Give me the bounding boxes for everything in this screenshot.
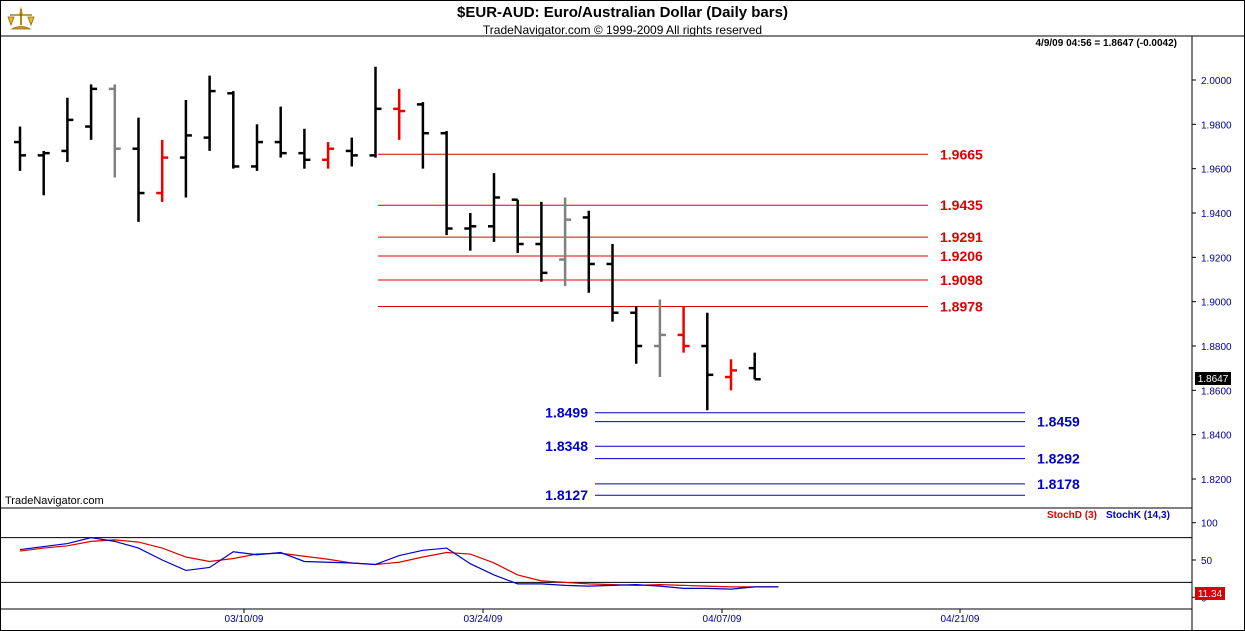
ohlc-bar: [345, 137, 358, 167]
stoch-value-tag: [1195, 587, 1225, 600]
support-label: 1.8292: [1037, 451, 1080, 467]
ohlc-bar: [677, 306, 690, 353]
stoch-series-line: [19, 539, 779, 588]
price-tick-label: 1.8400: [1201, 431, 1232, 442]
ohlc-bar: [488, 173, 500, 242]
x-tick-label: 04/07/09: [703, 614, 742, 625]
ohlc-bar: [725, 359, 737, 391]
price-tick-label: 1.9600: [1201, 165, 1232, 176]
ohlc-bar: [582, 210, 595, 293]
price-tick-label: 1.9800: [1201, 120, 1232, 131]
price-tick-label: 1.9000: [1201, 298, 1232, 309]
x-tick-label: 03/10/09: [225, 614, 264, 625]
resistance-label: 1.9098: [940, 272, 983, 288]
support-label: 1.8348: [545, 438, 588, 454]
ohlc-bar: [416, 102, 429, 169]
ohlc-bar: [179, 99, 192, 198]
resistance-label: 1.9206: [940, 248, 983, 264]
ohlc-bar: [274, 106, 287, 158]
ohlc-bar: [37, 150, 50, 196]
x-tick-label: 03/24/09: [464, 614, 503, 625]
last-price-tag: [1195, 372, 1231, 385]
price-tick-label: 1.8800: [1201, 342, 1232, 353]
last-quote: 4/9/09 04:56 = 1.8647 (-0.0042): [1035, 38, 1178, 49]
ohlc-bar: [156, 139, 169, 202]
ohlc-bar: [369, 66, 382, 158]
resistance-label: 1.9435: [940, 197, 983, 213]
ohlc-bar: [511, 198, 524, 253]
ohlc-bar: [393, 88, 406, 140]
stoch-tick-label: 50: [1201, 556, 1213, 567]
ohlc-bar: [227, 91, 240, 169]
ohlc-bar: [85, 84, 98, 140]
ohlc-bar: [653, 299, 666, 378]
price-tick-label: 1.9400: [1201, 209, 1232, 220]
support-label: 1.8459: [1037, 414, 1080, 430]
legend-stochd: StochD (3): [1047, 510, 1097, 521]
ohlc-bar: [203, 75, 216, 151]
chart-title: $EUR-AUD: Euro/Australian Dollar (Daily …: [457, 4, 788, 21]
support-label: 1.8127: [545, 487, 588, 503]
ohlc-bar: [61, 97, 74, 163]
ohlc-bar: [251, 124, 263, 171]
ohlc-bar: [108, 84, 121, 178]
chart-subtitle: TradeNavigator.com © 1999-2009 All right…: [482, 23, 763, 37]
resistance-label: 1.9665: [940, 146, 983, 162]
price-tick-label: 2.0000: [1201, 76, 1232, 87]
stoch-tick-label: 100: [1201, 519, 1218, 530]
stoch-series-line: [19, 537, 779, 590]
ohlc-bar: [606, 244, 619, 322]
logo-icon: [7, 6, 35, 30]
ohlc-bar: [132, 117, 145, 222]
ohlc-bar: [14, 126, 26, 171]
last-price-label: 1.8647: [1198, 374, 1229, 385]
watermark: TradeNavigator.com: [5, 495, 104, 507]
ohlc-bar: [464, 213, 477, 251]
price-tick-label: 1.8200: [1201, 475, 1232, 486]
support-label: 1.8499: [545, 405, 588, 421]
ohlc-bar: [322, 142, 335, 169]
ohlc-bar: [701, 312, 714, 411]
legend-stochk: StochK (14,3): [1106, 510, 1170, 521]
ohlc-bar: [630, 306, 643, 364]
ohlc-bar: [440, 130, 453, 236]
price-tick-label: 1.9200: [1201, 253, 1232, 264]
stoch-value-label: 11.34: [1198, 589, 1223, 600]
resistance-label: 1.9291: [940, 229, 983, 245]
ohlc-bar: [559, 197, 572, 287]
support-label: 1.8178: [1037, 476, 1080, 492]
ohlc-bar: [748, 352, 761, 381]
x-tick-label: 04/21/09: [941, 614, 980, 625]
ohlc-bar: [298, 128, 311, 169]
ohlc-bar: [535, 201, 548, 282]
resistance-label: 1.8978: [940, 299, 983, 315]
price-tick-label: 1.8600: [1201, 386, 1232, 397]
